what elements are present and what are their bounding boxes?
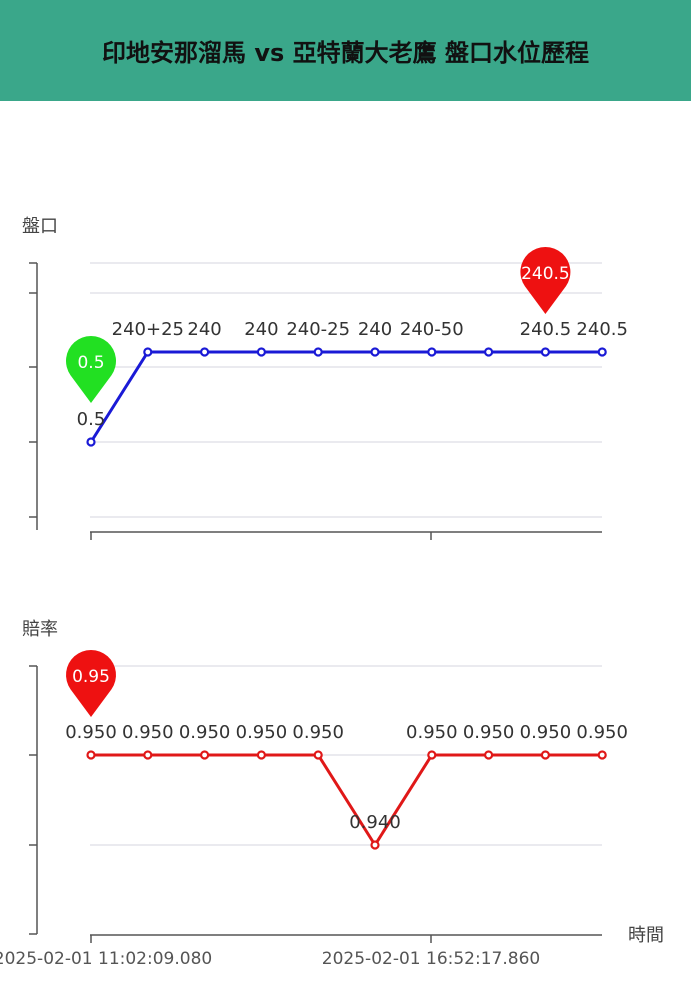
data-point bbox=[540, 347, 551, 357]
marker-pin-shape bbox=[66, 649, 116, 717]
data-label: 0.950 bbox=[236, 722, 288, 743]
data-label: 240.5 bbox=[576, 319, 628, 340]
marker-pin-shape bbox=[520, 246, 571, 314]
series-line bbox=[91, 753, 603, 847]
data-point bbox=[200, 347, 210, 357]
data-label: 240 bbox=[187, 319, 221, 340]
data-label: 240-50 bbox=[400, 319, 464, 340]
data-point bbox=[313, 750, 323, 760]
data-label: 0.5 bbox=[77, 409, 106, 430]
handicap-grid bbox=[90, 262, 602, 518]
data-label: 0.950 bbox=[292, 722, 344, 743]
data-label: 240 bbox=[244, 319, 278, 340]
odds-y-axis-title: 賠率 bbox=[22, 619, 58, 640]
handicap-y-axis-title: 盤口 bbox=[22, 216, 58, 237]
data-label: 0.950 bbox=[576, 722, 628, 743]
series-line bbox=[89, 350, 603, 443]
data-point bbox=[427, 750, 437, 760]
page-title: 印地安那溜馬 vs 亞特蘭大老鷹 盤口水位歷程 bbox=[102, 39, 589, 67]
marker-pin-label: 0.5 bbox=[77, 353, 104, 373]
odds-x-axis: 2025-02-01 11:02:09.080 2025-02-01 16:52… bbox=[0, 925, 664, 969]
data-point bbox=[256, 750, 266, 760]
data-point bbox=[370, 347, 380, 357]
x-tick-label: 2025-02-01 11:02:09.080 bbox=[0, 949, 212, 969]
odds-chart: 賠率 2025-02-01 11:02:09.080 2025-02-01 16… bbox=[0, 619, 664, 969]
data-label: 240+25 bbox=[112, 319, 184, 340]
data-label: 240-25 bbox=[286, 319, 350, 340]
marker-pin: 240.5 bbox=[520, 246, 571, 314]
data-label: 0.950 bbox=[520, 722, 572, 743]
page-header: 印地安那溜馬 vs 亞特蘭大老鷹 盤口水位歷程 bbox=[0, 0, 691, 101]
data-point bbox=[370, 840, 380, 850]
data-label: 240 bbox=[358, 319, 392, 340]
x-tick-label: 2025-02-01 16:52:17.860 bbox=[322, 949, 540, 969]
data-point bbox=[597, 347, 607, 357]
data-point bbox=[143, 750, 153, 760]
data-label: 0.950 bbox=[179, 722, 231, 743]
marker-pin-shape bbox=[65, 335, 116, 403]
marker-pin: 0.95 bbox=[66, 649, 116, 717]
data-point bbox=[143, 347, 153, 357]
data-point bbox=[597, 750, 607, 760]
data-label: 240.5 bbox=[520, 319, 572, 340]
data-point bbox=[540, 750, 551, 760]
data-label: 0.950 bbox=[463, 722, 515, 743]
marker-pin-label: 0.95 bbox=[72, 667, 110, 687]
data-point bbox=[86, 750, 96, 760]
data-point bbox=[200, 750, 210, 760]
marker-pin-label: 240.5 bbox=[521, 264, 570, 284]
data-point bbox=[256, 347, 266, 357]
data-label: 0.950 bbox=[65, 722, 117, 743]
data-point bbox=[484, 750, 494, 760]
x-axis-title: 時間 bbox=[628, 925, 664, 946]
data-point bbox=[484, 347, 494, 357]
data-point bbox=[313, 347, 323, 357]
marker-pin: 0.5 bbox=[65, 335, 116, 403]
handicap-y-axis: 盤口 bbox=[22, 216, 58, 530]
data-label: 0.940 bbox=[349, 812, 401, 833]
data-point bbox=[86, 437, 96, 447]
handicap-x-axis bbox=[90, 531, 602, 540]
data-label: 0.950 bbox=[122, 722, 174, 743]
data-label: 0.950 bbox=[406, 722, 458, 743]
data-point bbox=[427, 347, 437, 357]
odds-y-axis: 賠率 bbox=[22, 619, 58, 935]
